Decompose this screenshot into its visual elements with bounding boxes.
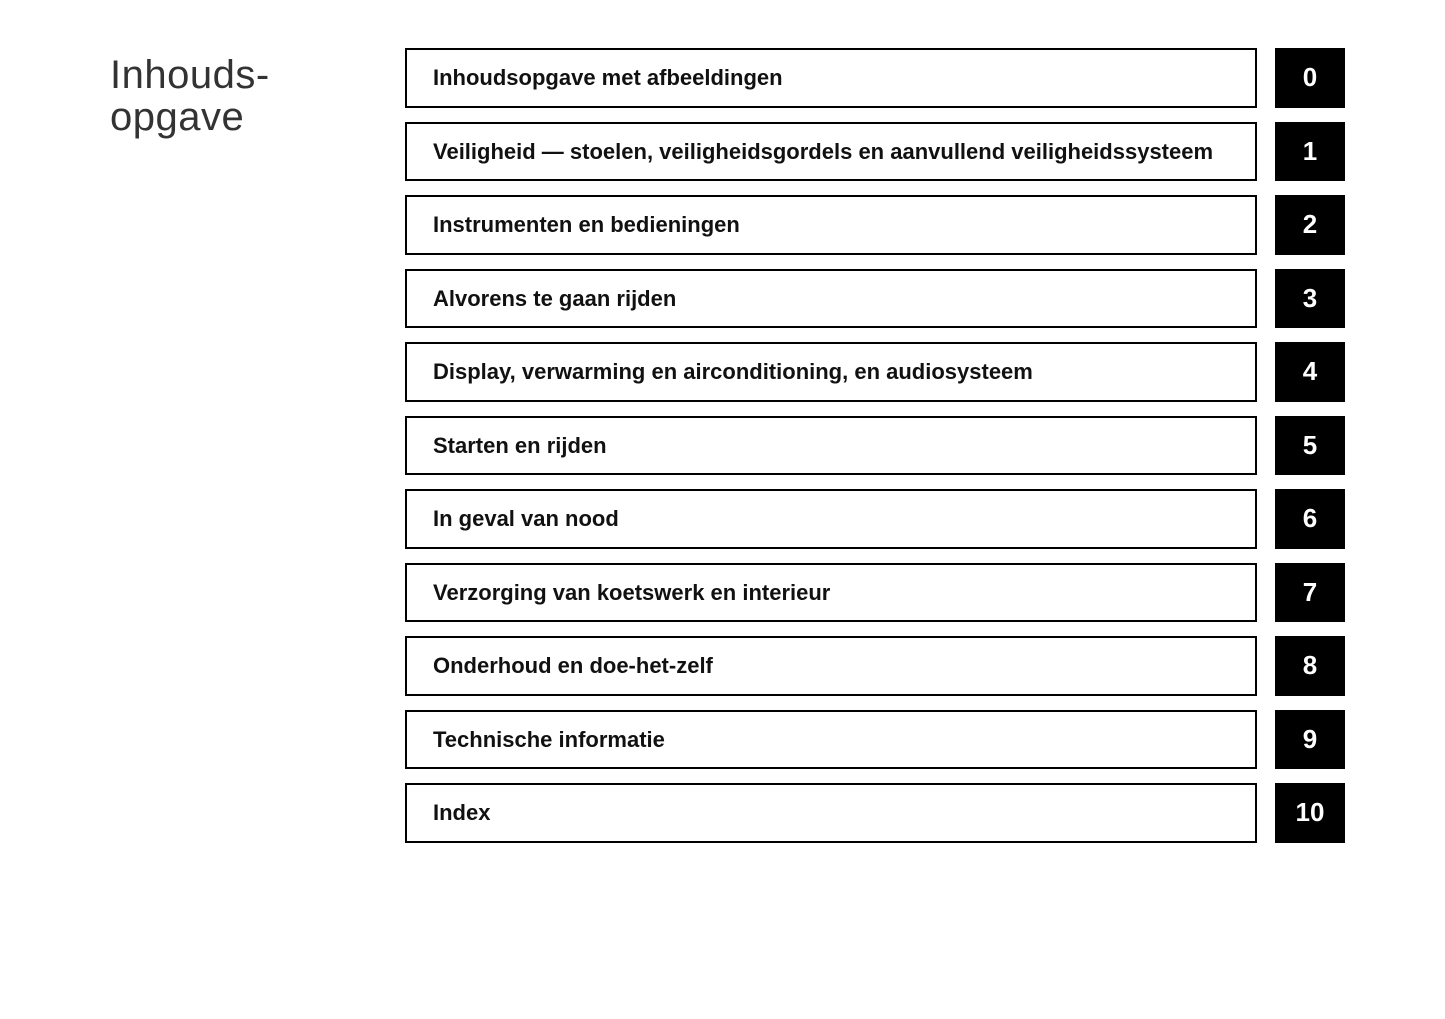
toc-number-0: 0 xyxy=(1275,48,1345,108)
toc-number-9: 9 xyxy=(1275,710,1345,770)
toc-row-9[interactable]: Technische informatie 9 xyxy=(405,710,1345,770)
layout: Inhouds- opgave Inhoudsopgave met afbeel… xyxy=(110,48,1345,843)
heading-line-2: opgave xyxy=(110,95,244,139)
toc-number-6: 6 xyxy=(1275,489,1345,549)
toc-label-8: Onderhoud en doe-het-zelf xyxy=(405,636,1257,696)
toc-label-9: Technische informatie xyxy=(405,710,1257,770)
toc-row-0[interactable]: Inhoudsopgave met afbeeldingen 0 xyxy=(405,48,1345,108)
page-heading: Inhouds- opgave xyxy=(110,54,350,138)
toc-label-0: Inhoudsopgave met afbeeldingen xyxy=(405,48,1257,108)
page: Inhouds- opgave Inhoudsopgave met afbeel… xyxy=(0,0,1445,1019)
toc-number-2: 2 xyxy=(1275,195,1345,255)
toc-number-3: 3 xyxy=(1275,269,1345,329)
toc-row-8[interactable]: Onderhoud en doe-het-zelf 8 xyxy=(405,636,1345,696)
toc-label-1: Veiligheid — stoelen, veiligheidsgordels… xyxy=(405,122,1257,182)
toc-list: Inhoudsopgave met afbeeldingen 0 Veiligh… xyxy=(405,48,1345,843)
toc-row-5[interactable]: Starten en rijden 5 xyxy=(405,416,1345,476)
toc-label-2: Instrumenten en bedieningen xyxy=(405,195,1257,255)
toc-row-3[interactable]: Alvorens te gaan rijden 3 xyxy=(405,269,1345,329)
toc-row-2[interactable]: Instrumenten en bedieningen 2 xyxy=(405,195,1345,255)
toc-label-10: Index xyxy=(405,783,1257,843)
toc-row-6[interactable]: In geval van nood 6 xyxy=(405,489,1345,549)
toc-label-4: Display, verwarming en airconditioning, … xyxy=(405,342,1257,402)
toc-number-8: 8 xyxy=(1275,636,1345,696)
heading-line-1: Inhouds- xyxy=(110,53,270,97)
toc-row-7[interactable]: Verzorging van koetswerk en interieur 7 xyxy=(405,563,1345,623)
toc-label-5: Starten en rijden xyxy=(405,416,1257,476)
toc-column: Inhoudsopgave met afbeeldingen 0 Veiligh… xyxy=(405,48,1345,843)
toc-number-1: 1 xyxy=(1275,122,1345,182)
toc-label-3: Alvorens te gaan rijden xyxy=(405,269,1257,329)
toc-row-1[interactable]: Veiligheid — stoelen, veiligheidsgordels… xyxy=(405,122,1345,182)
toc-label-6: In geval van nood xyxy=(405,489,1257,549)
toc-row-10[interactable]: Index 10 xyxy=(405,783,1345,843)
toc-number-10: 10 xyxy=(1275,783,1345,843)
toc-row-4[interactable]: Display, verwarming en airconditioning, … xyxy=(405,342,1345,402)
toc-number-5: 5 xyxy=(1275,416,1345,476)
toc-number-4: 4 xyxy=(1275,342,1345,402)
toc-number-7: 7 xyxy=(1275,563,1345,623)
heading-column: Inhouds- opgave xyxy=(110,48,350,843)
toc-label-7: Verzorging van koetswerk en interieur xyxy=(405,563,1257,623)
